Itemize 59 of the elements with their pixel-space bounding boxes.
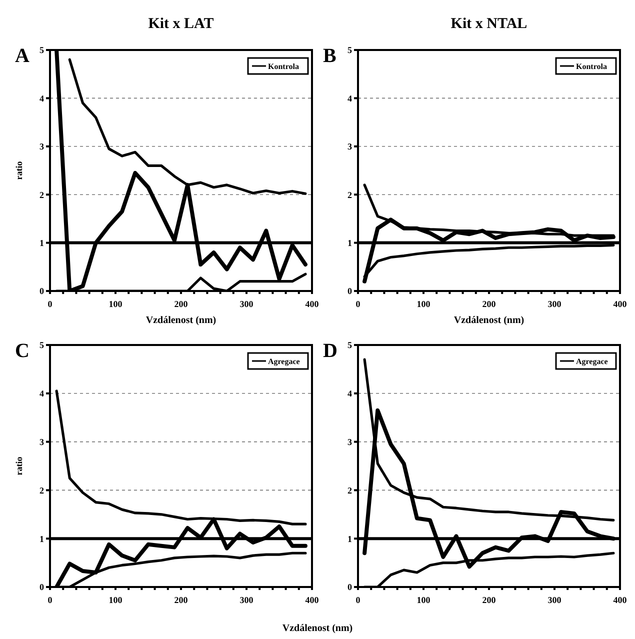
y-tick-label: 0 (348, 582, 352, 592)
x-tick-label: 400 (613, 299, 628, 309)
x-tick-label: 200 (174, 299, 188, 309)
legend-label: Kontrola (576, 62, 607, 71)
y-tick-label: 1 (348, 238, 352, 248)
y-tick-label: 4 (348, 93, 352, 104)
x-tick-label: 0 (356, 299, 361, 309)
y-tick-label: 0 (40, 582, 44, 592)
legend-label: Agregace (576, 356, 608, 366)
x-axis-title: Vzdálenost (nm) (454, 315, 524, 326)
x-tick-label: 400 (613, 595, 628, 605)
y-tick-label: 5 (348, 340, 352, 350)
x-tick-label: 100 (108, 299, 123, 309)
y-tick-label: 2 (40, 190, 44, 200)
y-tick-label: 2 (348, 190, 352, 200)
y-tick-label: 3 (348, 142, 352, 152)
chart-title: Kit x LAT (148, 16, 214, 32)
x-tick-label: 0 (48, 595, 53, 605)
y-tick-label: 4 (40, 388, 44, 399)
y-tick-label: 3 (348, 436, 352, 447)
x-tick-label: 200 (174, 595, 188, 605)
x-axis-title: Vzdálenost (nm) (282, 623, 353, 634)
x-tick-label: 300 (240, 299, 254, 309)
y-tick-label: 2 (40, 485, 44, 496)
x-tick-label: 200 (482, 299, 496, 309)
y-tick-label: 5 (40, 340, 44, 350)
text: A (15, 45, 30, 67)
y-tick-label: 3 (40, 142, 44, 152)
y-tick-label: 4 (40, 93, 44, 104)
chart-title: Kit x NTAL (450, 16, 528, 32)
x-tick-label: 100 (108, 595, 123, 605)
x-tick-label: 300 (240, 595, 254, 605)
y-tick-label: 1 (40, 238, 44, 248)
y-tick-label: 0 (40, 286, 44, 296)
y-tick-label: 2 (348, 485, 352, 496)
x-tick-label: 0 (48, 299, 53, 309)
legend-label: Kontrola (268, 62, 299, 71)
x-tick-label: 100 (416, 595, 431, 605)
text: B (323, 45, 336, 67)
x-tick-label: 200 (482, 595, 496, 605)
y-axis-title: ratio (14, 456, 24, 476)
x-tick-label: 300 (548, 299, 562, 309)
text: D (323, 340, 338, 362)
x-tick-label: 100 (416, 299, 431, 309)
y-tick-label: 5 (40, 45, 44, 56)
legend-label: Agregace (268, 356, 300, 366)
y-tick-label: 0 (348, 286, 352, 296)
y-tick-label: 3 (40, 436, 44, 447)
y-tick-label: 1 (348, 534, 352, 544)
x-tick-label: 300 (548, 595, 562, 605)
y-axis-title: ratio (14, 160, 24, 180)
y-tick-label: 5 (348, 45, 352, 56)
x-tick-label: 0 (356, 595, 361, 605)
y-tick-label: 1 (40, 534, 44, 544)
x-tick-label: 400 (305, 299, 320, 309)
x-axis-title: Vzdálenost (nm) (146, 315, 216, 326)
x-tick-label: 400 (305, 595, 320, 605)
text: C (15, 340, 30, 362)
y-tick-label: 4 (348, 388, 352, 399)
